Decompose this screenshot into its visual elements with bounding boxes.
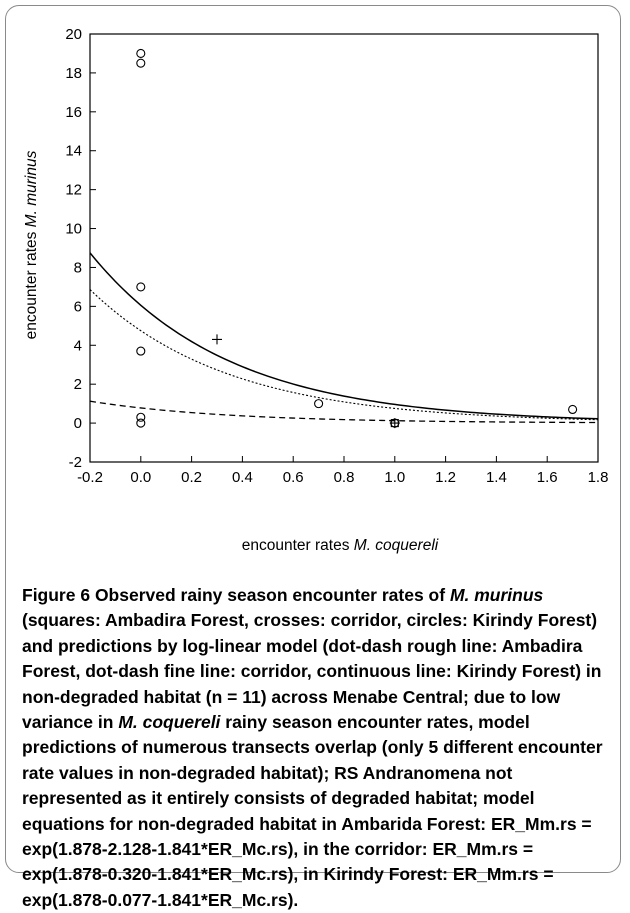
model-line-fine-dash — [89, 289, 599, 421]
model-line-continuous — [89, 252, 599, 420]
cross-marker — [389, 418, 400, 429]
scatter-chart: -0.2 0.0 0.2 0.4 0.6 0.8 1.0 1.2 1.4 1.6 1.8 -2 0 2 4… — [23, 26, 608, 554]
x-axis-ticks: -0.2 0.0 0.2 0.4 0.6 0.8 1.0 1.2 1.4 1.6 1.8 — [77, 456, 608, 486]
x-tick-label: 1.2 — [435, 469, 456, 486]
y-tick-label: 18 — [65, 65, 82, 82]
y-tick-label: 12 — [65, 182, 82, 199]
x-tick-label: 0.0 — [130, 469, 151, 486]
x-tick-label: 1.6 — [537, 469, 558, 486]
x-tick-label: 1.8 — [588, 469, 609, 486]
y-tick-label: 10 — [65, 221, 82, 238]
y-tick-label: 14 — [65, 143, 82, 160]
x-tick-label: 1.4 — [486, 469, 507, 486]
figure-caption: Figure 6 Observed rainy season encounter… — [22, 583, 612, 913]
x-tick-label: 1.0 — [384, 469, 405, 486]
y-tick-label: 8 — [74, 259, 82, 276]
caption-species-2: M. coquereli — [118, 712, 221, 733]
plot-area — [89, 33, 599, 463]
model-line-rough-dash — [89, 400, 599, 424]
circle-marker — [136, 58, 146, 68]
y-axis-label: encounter rates M. murinus — [23, 150, 40, 339]
caption-label: Figure 6 — [22, 585, 91, 605]
x-tick-label: 0.6 — [283, 469, 304, 486]
y-tick-label: 16 — [65, 104, 82, 121]
plot-frame — [89, 33, 599, 463]
y-axis-ticks: -2 0 2 4 6 8 10 12 14 16 18 20 — [65, 26, 96, 471]
circle-marker — [136, 412, 146, 422]
y-tick-label: 20 — [65, 26, 82, 43]
circle-marker — [136, 282, 146, 292]
caption-text-1: Observed rainy season encounter rates of — [90, 585, 450, 605]
y-tick-label: 0 — [74, 415, 82, 432]
y-tick-label: 2 — [74, 376, 82, 393]
caption-text-3: rainy season encounter rates, model pred… — [22, 712, 603, 910]
circle-marker — [314, 399, 324, 409]
circle-marker — [568, 404, 578, 415]
x-tick-label: 0.4 — [232, 469, 253, 486]
y-tick-label: 4 — [74, 337, 82, 354]
model-lines — [89, 252, 599, 424]
cross-marker — [212, 334, 222, 345]
figure-frame — [5, 5, 621, 873]
circle-marker — [136, 48, 146, 59]
x-tick-label: 0.2 — [181, 469, 202, 486]
circle-marker — [136, 346, 146, 356]
caption-text-2: (squares: Ambadira Forest, crosses: corr… — [22, 610, 602, 733]
circle-marker — [136, 418, 146, 428]
x-tick-label: -0.2 — [77, 469, 103, 486]
caption-species-1: M. murinus — [449, 585, 544, 605]
x-tick-label: 0.8 — [334, 469, 355, 486]
y-tick-label: 6 — [74, 298, 82, 315]
data-markers — [136, 48, 578, 429]
x-axis-label: encounter rates M. coquereli — [242, 537, 439, 554]
y-tick-label: -2 — [69, 454, 82, 471]
circle-marker — [390, 418, 400, 428]
